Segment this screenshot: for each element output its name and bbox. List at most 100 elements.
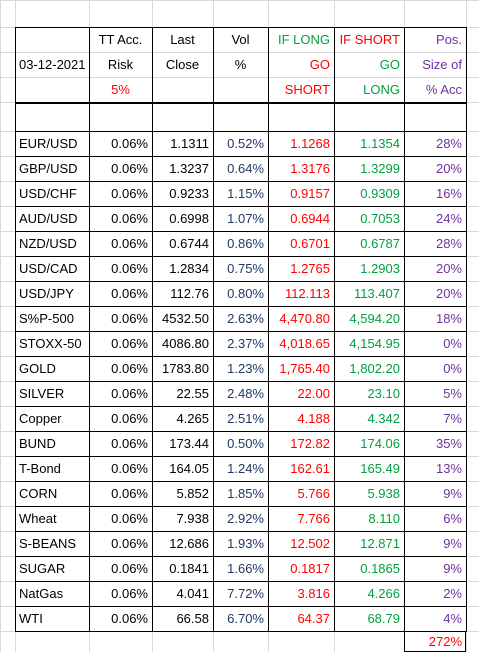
cell-value: 112.76 <box>170 286 209 301</box>
cell-value: 0.64% <box>227 161 264 176</box>
cell-value: 0% <box>443 361 462 376</box>
cell-value: 0.1841 <box>169 561 209 576</box>
border <box>152 27 153 631</box>
cell-value: 7.766 <box>297 511 330 526</box>
header-text: TT Acc. <box>98 32 143 47</box>
header-text: Risk <box>107 57 134 72</box>
border <box>15 306 467 307</box>
header-text: GO <box>379 57 400 72</box>
border <box>404 27 405 631</box>
row-label: GBP/USD <box>19 161 78 176</box>
border <box>15 506 467 507</box>
cell-value: 0.06% <box>111 361 148 376</box>
row-label: SILVER <box>19 386 65 401</box>
date: 03-12-2021 <box>19 57 86 72</box>
header-text: Close <box>165 57 200 72</box>
border <box>15 102 467 104</box>
cell-value: 9% <box>443 561 462 576</box>
cell-value: 68.79 <box>367 611 400 626</box>
cell-value: 1.2903 <box>360 261 400 276</box>
border <box>15 431 467 432</box>
cell-value: 0.9309 <box>360 186 400 201</box>
border <box>15 256 467 257</box>
cell-value: 1.3237 <box>169 161 209 176</box>
cell-value: 0.06% <box>111 436 148 451</box>
row-label: BUND <box>19 436 56 451</box>
cell-value: 5.766 <box>297 486 330 501</box>
cell-value: 1.2765 <box>290 261 330 276</box>
cell-value: 0.1817 <box>290 561 330 576</box>
border <box>15 281 467 282</box>
border <box>15 156 467 157</box>
cell-value: 1.2834 <box>169 261 209 276</box>
border <box>15 181 467 182</box>
cell-value: 0.1865 <box>360 561 400 576</box>
border <box>15 556 467 557</box>
header-text: 5% <box>111 82 130 97</box>
border <box>15 481 467 482</box>
cell-value: 1.1354 <box>360 136 400 151</box>
border <box>15 631 467 632</box>
cell-value: 8.110 <box>368 511 400 526</box>
border <box>15 231 467 232</box>
cell-value: 64.37 <box>297 611 330 626</box>
cell-value: 20% <box>435 286 462 301</box>
cell-value: 4,154.95 <box>349 336 400 351</box>
cell-value: 5.938 <box>367 486 400 501</box>
cell-value: 4.041 <box>176 586 209 601</box>
cell-value: 4.265 <box>176 411 209 426</box>
cell-value: 0.6944 <box>290 211 330 226</box>
cell-value: 0.9233 <box>169 186 209 201</box>
border <box>15 27 467 28</box>
cell-value: 0.06% <box>111 486 148 501</box>
cell-value: 1,765.40 <box>279 361 330 376</box>
cell-value: 0.06% <box>111 411 148 426</box>
cell-value: 4,018.65 <box>279 336 330 351</box>
cell-value: 6% <box>443 511 462 526</box>
cell-value: 0.06% <box>111 336 148 351</box>
cell-value: 16% <box>435 186 462 201</box>
border <box>15 381 467 382</box>
row-label: CORN <box>19 486 58 501</box>
cell-value: 12.502 <box>290 536 330 551</box>
row-label: S-BEANS <box>19 536 77 551</box>
row-label: WTI <box>19 611 43 626</box>
cell-value: 24% <box>435 211 462 226</box>
header-text: Pos. <box>435 32 462 47</box>
border <box>268 27 269 631</box>
cell-value: 0.6744 <box>169 236 209 251</box>
header-text: IF SHORT <box>339 32 400 47</box>
cell-value: 0.06% <box>111 236 148 251</box>
cell-value: 0.06% <box>111 536 148 551</box>
header-text: IF LONG <box>277 32 330 47</box>
cell-value: 23.10 <box>367 386 400 401</box>
cell-value: 0.50% <box>227 436 264 451</box>
cell-value: 0.80% <box>227 286 264 301</box>
cell-value: 9% <box>443 536 462 551</box>
cell-value: 0.06% <box>111 561 148 576</box>
cell-value: 2% <box>443 586 462 601</box>
cell-value: 0.06% <box>111 161 148 176</box>
header-text: Size of <box>422 57 462 72</box>
cell-value: 22.55 <box>176 386 209 401</box>
cell-value: 0.06% <box>111 611 148 626</box>
header-text: Last <box>170 32 195 47</box>
cell-value: 165.49 <box>360 461 400 476</box>
row-label: NZD/USD <box>19 236 77 251</box>
cell-value: 2.48% <box>227 386 264 401</box>
cell-value: 1.3299 <box>360 161 400 176</box>
cell-value: 1783.80 <box>162 361 209 376</box>
cell-value: 1.23% <box>227 361 264 376</box>
cell-value: 0.9157 <box>290 186 330 201</box>
header-text: SHORT <box>284 82 330 97</box>
border <box>15 531 467 532</box>
cell-value: 0.06% <box>111 261 148 276</box>
cell-value: 4,594.20 <box>349 311 400 326</box>
row-label: USD/CHF <box>19 186 77 201</box>
border <box>15 606 467 607</box>
border <box>89 27 90 631</box>
row-label: STOXX-50 <box>19 336 82 351</box>
cell-value: 7.72% <box>227 586 264 601</box>
cell-value: 0.06% <box>111 136 148 151</box>
